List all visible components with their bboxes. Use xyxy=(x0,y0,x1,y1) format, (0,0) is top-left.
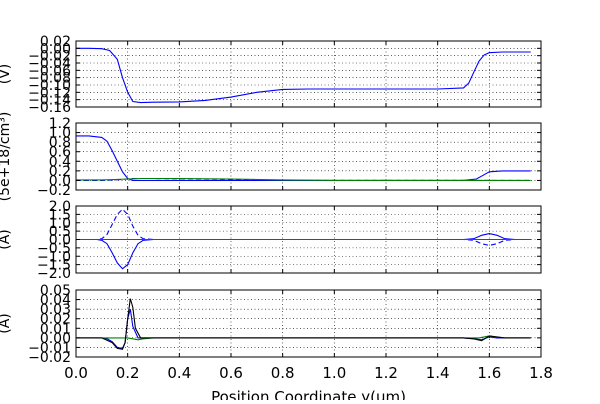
x-tick-label: 0.2 xyxy=(116,364,140,382)
axes-frame xyxy=(75,122,542,191)
y-tick-label: 1.0 xyxy=(49,216,71,232)
y-tick-label: 0.5 xyxy=(49,224,71,240)
y-tick-label: 0.0 xyxy=(49,233,71,249)
series-line-1 xyxy=(76,135,531,181)
y-tick-label: 1.2 xyxy=(49,116,71,132)
series-line-1 xyxy=(76,308,531,350)
axes-frame xyxy=(75,289,542,358)
x-tick-label: 1.6 xyxy=(477,364,501,382)
y-tick-label: 0.4 xyxy=(49,154,71,170)
y-tick-label: 0.8 xyxy=(49,135,71,151)
y-tick-label: −0.04 xyxy=(28,56,71,72)
y-tick-label: 1.0 xyxy=(49,126,71,142)
y-tick-label: 0.01 xyxy=(40,321,71,337)
y-tick-label: −0.06 xyxy=(28,63,71,79)
y-tick-label: −0.12 xyxy=(28,85,71,101)
x-tick-label: 1.0 xyxy=(322,364,346,382)
y-tick-label: −1.0 xyxy=(37,249,71,265)
x-axis-label: Position Coordinate y(um) xyxy=(211,388,406,400)
x-tick-label: 0.0 xyxy=(64,364,88,382)
y-tick-label: −0.2 xyxy=(37,183,71,199)
subplot-1: 0.020.00−0.02−0.04−0.06−0.08−0.10−0.12−0… xyxy=(0,34,542,116)
y-axis-label: (V) xyxy=(0,64,13,85)
y-tick-label: 0.02 xyxy=(40,34,71,50)
y-tick-label: 0.03 xyxy=(40,302,71,318)
y-tick-label: 1.5 xyxy=(49,207,71,223)
series-line-3 xyxy=(76,177,531,181)
y-tick-label: −2.0 xyxy=(37,266,71,282)
x-tick-label: 0.8 xyxy=(271,364,295,382)
subplot-2: 1.21.00.80.60.40.20.0−0.2 (5e+18/cm³) xyxy=(0,112,542,202)
series-line-1 xyxy=(76,47,531,104)
y-tick-label: 0.00 xyxy=(40,41,71,57)
y-tick-label: 0.2 xyxy=(49,164,71,180)
y-tick-label: 0.05 xyxy=(40,283,71,299)
y-tick-label: 0.0 xyxy=(49,173,71,189)
y-tick-label: 0.04 xyxy=(40,293,71,309)
y-axis-label: (A) xyxy=(0,229,13,250)
subplot-3: 2.01.51.00.50.0−0.5−1.0−1.5−2.0 (A) xyxy=(0,199,542,282)
y-tick-label: −0.5 xyxy=(37,241,71,257)
y-tick-label: −0.08 xyxy=(28,71,71,87)
series-line-1 xyxy=(76,233,531,270)
y-tick-label: −0.14 xyxy=(28,93,71,109)
series-line-3 xyxy=(76,298,531,350)
y-tick-label: −0.02 xyxy=(28,350,71,366)
y-axis-label: (A) xyxy=(0,313,13,334)
y-tick-label: −0.10 xyxy=(28,78,71,94)
y-tick-label: −0.02 xyxy=(28,49,71,65)
x-tick-label: 0.4 xyxy=(167,364,191,382)
y-tick-label: −0.16 xyxy=(28,100,71,116)
x-tick-label: 1.8 xyxy=(529,364,553,382)
x-tick-label: 1.2 xyxy=(374,364,398,382)
x-tick-label: 1.4 xyxy=(426,364,450,382)
series-line-2 xyxy=(76,208,531,246)
axes-frame xyxy=(75,40,542,108)
x-tick-label: 0.6 xyxy=(219,364,243,382)
y-tick-label: 2.0 xyxy=(49,199,71,215)
y-tick-label: 0.02 xyxy=(40,312,71,328)
y-tick-label: −0.01 xyxy=(28,340,71,356)
y-tick-label: 0.00 xyxy=(40,331,71,347)
y-tick-label: 0.6 xyxy=(49,145,71,161)
y-axis-label: (5e+18/cm³) xyxy=(0,112,13,202)
y-tick-label: −1.5 xyxy=(37,258,71,274)
